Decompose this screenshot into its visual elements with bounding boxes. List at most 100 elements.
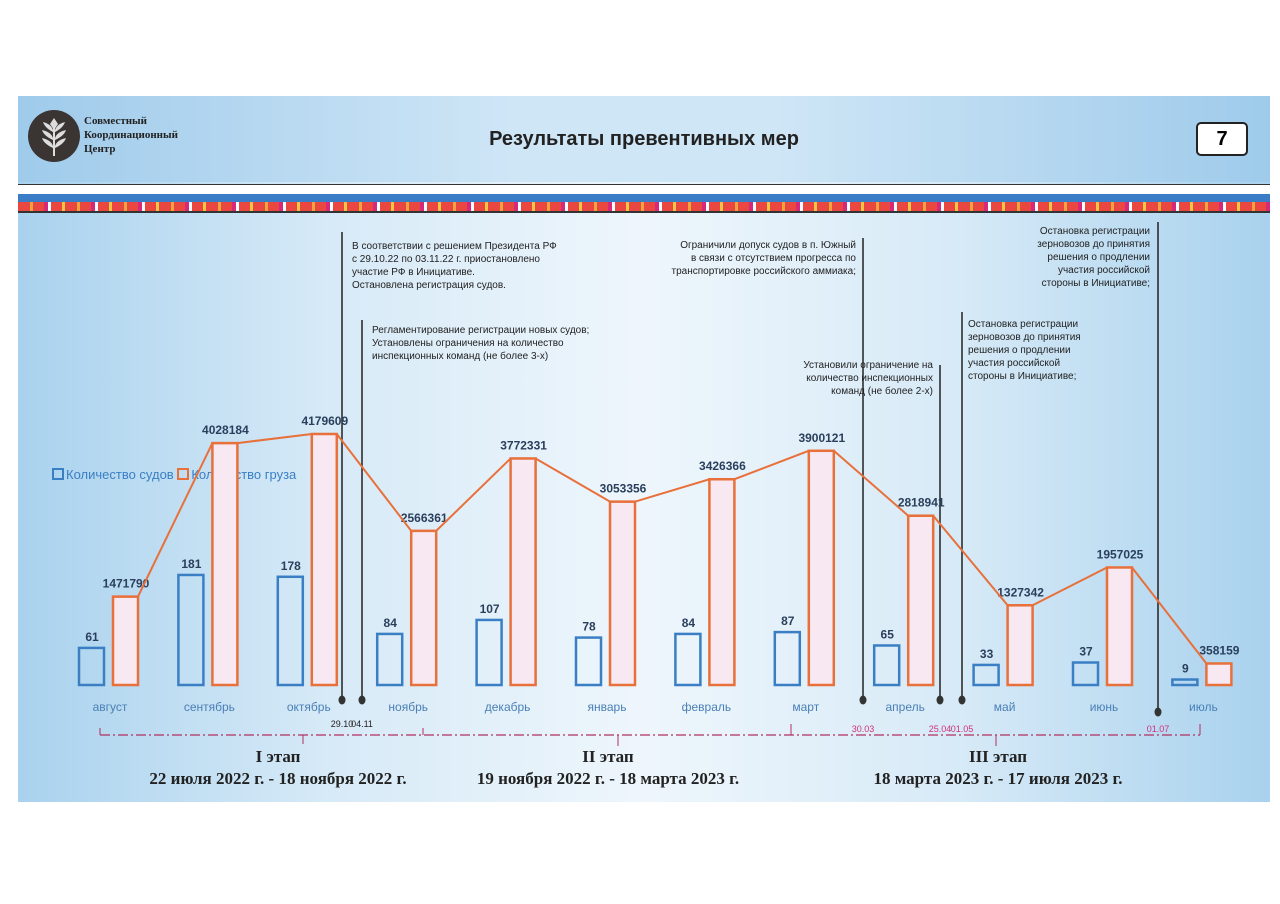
month-label: сентябрь (184, 700, 235, 714)
org-name-line: Совместный (84, 115, 147, 127)
stage-2: II этап 19 ноября 2022 г. - 18 марта 202… (448, 746, 768, 790)
month-label: май (994, 700, 1016, 714)
ships-value-label: 65 (881, 627, 895, 641)
cargo-bar (906, 514, 935, 687)
ships-value-label: 178 (281, 559, 301, 573)
divider (18, 194, 1270, 202)
stage-name: III этап (968, 747, 1028, 766)
event-marker (1154, 707, 1162, 717)
event-marker (859, 695, 867, 705)
ships-bar (77, 646, 106, 687)
annotation: Остановка регистрации зерновозов до приня… (968, 318, 1081, 383)
ships-bar (276, 575, 305, 687)
ships-value-label: 33 (980, 647, 994, 661)
ships-value-label: 78 (582, 620, 596, 634)
annotation-line: Остановлена регистрация судов. (352, 280, 506, 291)
cargo-value-label: 3772331 (500, 438, 547, 452)
month-label: март (792, 700, 819, 714)
cargo-bar (111, 595, 140, 687)
annotation-line: решения о продлении (968, 345, 1071, 356)
cargo-value-label: 1327342 (997, 585, 1044, 599)
annotation-line: Установили ограничение на (803, 360, 933, 371)
cargo-bar (1105, 566, 1134, 687)
ships-bar (1171, 678, 1199, 687)
stage-1: I этап 22 июля 2022 г. - 18 ноября 2022 … (118, 746, 438, 790)
org-name-line: Координационный (84, 129, 178, 141)
stage-period: 18 марта 2023 г. - 17 июля 2023 г. (873, 769, 1123, 788)
annotation-line: В соответствии с решением Президента РФ (352, 241, 557, 252)
ships-value-label: 61 (85, 630, 99, 644)
annotation-line: зерновозов до принятия (1037, 239, 1150, 250)
cargo-value-label: 3426366 (699, 459, 746, 473)
annotation-line: Регламентирование регистрации новых судо… (372, 325, 590, 336)
ships-value-label: 9 (1182, 662, 1189, 676)
annotation-line: в связи с отсутствием прогресса по (690, 253, 856, 264)
divider (18, 184, 1270, 195)
ships-bar (674, 632, 702, 687)
page-number: 7 (1196, 122, 1248, 156)
ships-value-label: 84 (384, 616, 398, 630)
page-title: Результаты превентивных мер (489, 128, 799, 150)
annotation-line: с 29.10.22 по 03.11.22 г. приостановлено (352, 254, 540, 265)
cargo-bar (608, 500, 637, 687)
annotation-line: стороны в Инициативе; (968, 371, 1077, 382)
annotation: Ограничили допуск судов в п. Южный в связ… (578, 239, 856, 278)
event-date: 29.10 (331, 719, 354, 729)
cargo-value-label: 3900121 (798, 431, 845, 445)
annotation-line: Остановка регистрации (968, 319, 1079, 330)
month-label: июль (1189, 700, 1218, 714)
cargo-trend-line (113, 433, 1232, 665)
cargo-value-label: 1471790 (103, 577, 150, 591)
ships-value-label: 181 (181, 557, 201, 571)
ships-bar (574, 636, 603, 687)
event-marker (358, 695, 366, 705)
cargo-bar (708, 477, 736, 687)
divider (18, 211, 1270, 213)
cargo-value-label: 4028184 (202, 423, 249, 437)
stage-3: III этап 18 марта 2023 г. - 17 июля 2023… (838, 746, 1158, 790)
annotation-line: зерновозов до принятия (968, 332, 1081, 343)
cargo-bar (310, 432, 339, 687)
ships-value-label: 87 (781, 614, 795, 628)
annotation-line: Остановка регистрации (1039, 226, 1150, 237)
annotation-line: стороны в Инициативе; (1041, 278, 1150, 289)
legend-ships-swatch (52, 468, 64, 480)
stage-period: 22 июля 2022 г. - 18 ноября 2022 г. (149, 769, 407, 788)
annotation-line: решения о продлении (1047, 252, 1150, 263)
annotation-line: участия российской (968, 358, 1061, 369)
annotation-line: Ограничили допуск судов в п. Южный (680, 240, 856, 251)
annotation-line: участие РФ в Инициативе. (352, 267, 475, 278)
annotation: В соответствии с решением Президента РФ с… (352, 240, 557, 292)
cargo-bar (509, 457, 537, 687)
month-label: ноябрь (388, 700, 428, 714)
stage-period: 19 ноября 2022 г. - 18 марта 2023 г. (476, 769, 740, 788)
ships-bar (375, 632, 404, 687)
event-date: 01.07 (1147, 724, 1170, 734)
legend-ships-label: Количество судов (66, 467, 174, 482)
month-label: апрель (886, 700, 925, 714)
ships-bar (872, 644, 901, 687)
header: Совместный Координационный Центр Результ… (18, 96, 1270, 182)
cargo-bar (409, 529, 438, 687)
annotation-line: транспортировке российского аммиака; (671, 266, 856, 277)
month-label: июнь (1090, 700, 1119, 714)
ships-bar (475, 618, 503, 687)
stage-name: I этап (255, 747, 301, 766)
ships-value-label: 107 (480, 602, 500, 616)
cargo-value-label: 2818941 (898, 496, 945, 510)
cargo-value-label: 3053356 (600, 482, 647, 496)
cargo-bar (807, 449, 836, 687)
ships-value-label: 37 (1079, 645, 1093, 659)
ships-bar (773, 630, 802, 687)
event-date: 01.05 (951, 724, 974, 734)
cargo-bar (1006, 604, 1034, 687)
month-label: январь (588, 700, 627, 714)
slide: Совместный Координационный Центр Результ… (18, 96, 1270, 802)
cargo-value-label: 4179609 (301, 414, 348, 428)
org-name-line: Центр (84, 143, 116, 155)
cargo-bar (1205, 662, 1233, 687)
month-label: август (93, 700, 128, 714)
ships-bar (177, 573, 205, 687)
stage-name: II этап (582, 747, 634, 766)
